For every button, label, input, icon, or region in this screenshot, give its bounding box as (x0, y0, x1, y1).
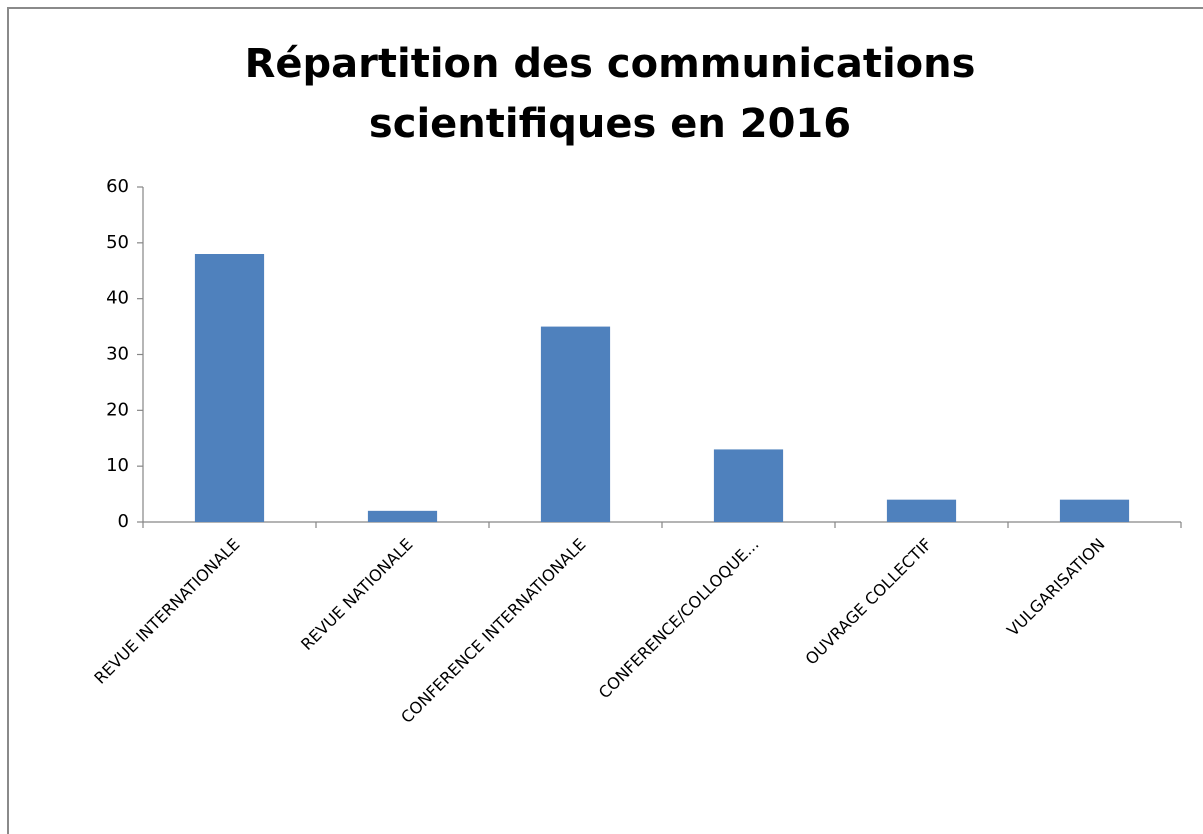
chart-title: Répartition des communications (245, 41, 976, 87)
bar (540, 326, 611, 522)
y-tick-label: 0 (118, 511, 129, 532)
bar (1059, 499, 1130, 522)
y-tick-label: 30 (106, 344, 129, 365)
y-tick-label: 20 (106, 399, 129, 420)
y-tick-label: 40 (106, 288, 129, 309)
y-tick-label: 10 (106, 455, 129, 476)
bar (886, 499, 957, 522)
y-tick-label: 60 (106, 176, 129, 197)
y-tick-label: 50 (106, 232, 129, 253)
bar (713, 449, 784, 522)
bar (367, 510, 438, 522)
bar (194, 254, 265, 522)
chart-title: scientifiques en 2016 (369, 101, 851, 147)
